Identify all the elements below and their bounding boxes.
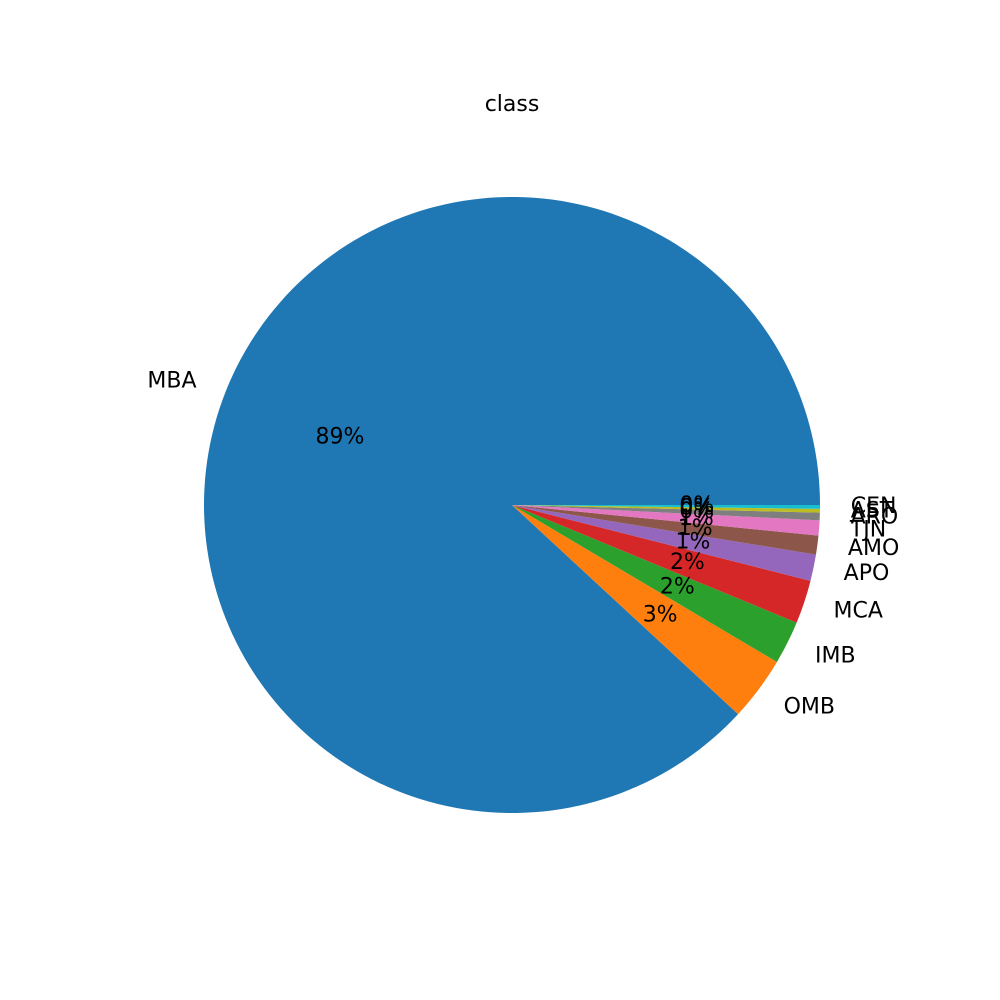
- slice-label-apo: APO: [844, 561, 890, 586]
- pct-label-mca: 2%: [670, 550, 705, 575]
- slice-label-cen: CEN: [851, 494, 897, 519]
- pct-label-imb: 2%: [660, 575, 695, 600]
- slice-label-mca: MCA: [834, 599, 883, 624]
- pct-label-mba: 89%: [315, 425, 364, 450]
- pie-slice-mca: [512, 505, 811, 623]
- pie-slice-aro: [512, 505, 820, 521]
- slice-label-imb: IMB: [815, 643, 856, 668]
- pct-label-ast: 0%: [679, 495, 714, 520]
- slice-label-aro: ARO: [851, 505, 899, 530]
- slice-label-mba: MBA: [147, 368, 196, 393]
- pie-labels: MBA 89% OMB 3% IMB 2% MCA 2% APO 1% AMO 1% TJN 1% ARO 0…: [147, 368, 899, 719]
- pct-label-apo: 1%: [675, 530, 710, 555]
- slice-label-tjn: TJN: [849, 517, 886, 542]
- slice-label-omb: OMB: [784, 695, 835, 720]
- pct-label-amo: 1%: [678, 516, 713, 541]
- pct-label-cen: 0%: [679, 493, 714, 518]
- pie-slices: [204, 197, 821, 814]
- pie-slice-mba: [204, 197, 821, 814]
- pie-slice-ast: [512, 505, 820, 513]
- pie-slice-imb: [512, 505, 797, 663]
- pie-slice-amo: [512, 505, 819, 555]
- slice-label-amo: AMO: [848, 536, 899, 561]
- pie-slice-tjn: [512, 505, 820, 536]
- pie-slice-cen: [512, 505, 820, 509]
- slice-label-ast: AST: [851, 498, 894, 523]
- pie-slice-apo: [512, 505, 816, 581]
- pie-slice-omb: [512, 505, 777, 715]
- chart-title: class: [485, 92, 540, 117]
- pct-label-omb: 3%: [643, 602, 678, 627]
- pct-label-aro: 0%: [679, 499, 714, 524]
- pct-label-tjn: 1%: [679, 506, 714, 531]
